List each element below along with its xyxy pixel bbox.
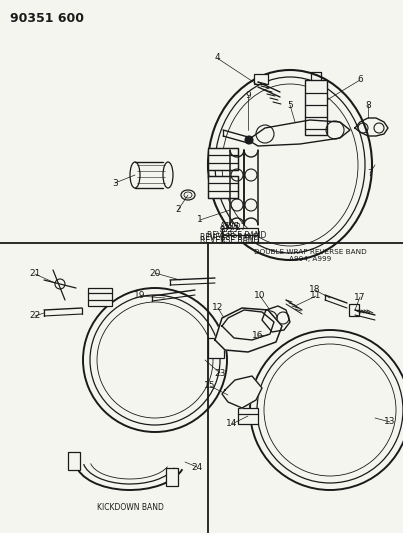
Text: 19: 19 (134, 292, 146, 301)
Polygon shape (222, 310, 274, 340)
Text: 20: 20 (150, 269, 161, 278)
Text: A727
REVERSE BAND: A727 REVERSE BAND (200, 225, 260, 245)
Text: 5: 5 (287, 101, 293, 109)
Text: 14: 14 (226, 419, 238, 429)
Text: 16: 16 (252, 332, 264, 341)
Text: 6: 6 (357, 76, 363, 85)
Bar (305, 80, 327, 135)
Bar (208, 176, 238, 198)
Text: KICKDOWN BAND: KICKDOWN BAND (97, 504, 164, 513)
Text: 9: 9 (245, 91, 251, 100)
Text: A727: A727 (227, 223, 247, 232)
Text: 10: 10 (254, 292, 266, 301)
Text: 12: 12 (212, 303, 224, 312)
Bar (208, 148, 238, 170)
Bar (222, 228, 258, 242)
Bar (166, 468, 178, 486)
Text: 13: 13 (384, 417, 396, 426)
Text: 21: 21 (29, 270, 41, 279)
Text: A727
REVERSE BAND: A727 REVERSE BAND (200, 222, 260, 241)
Text: 18: 18 (309, 286, 321, 295)
Bar (254, 74, 268, 84)
Text: 7: 7 (367, 168, 373, 177)
Polygon shape (215, 308, 282, 352)
Text: 2: 2 (175, 206, 181, 214)
Text: 1: 1 (197, 215, 203, 224)
Circle shape (245, 136, 253, 144)
Polygon shape (222, 376, 262, 408)
Bar (349, 304, 359, 316)
Text: 24: 24 (191, 463, 203, 472)
Bar (208, 338, 224, 358)
Text: 17: 17 (354, 293, 366, 302)
Text: DOUBLE WRAP REVERSE BAND
A904, A999: DOUBLE WRAP REVERSE BAND A904, A999 (253, 248, 366, 262)
Text: 90351 600: 90351 600 (10, 12, 84, 25)
Circle shape (264, 331, 272, 339)
Text: REVERSE BAND: REVERSE BAND (207, 231, 267, 240)
Bar (68, 452, 80, 470)
Bar (88, 288, 112, 306)
Bar (238, 408, 258, 424)
Text: 11: 11 (310, 292, 322, 301)
Text: 23: 23 (214, 368, 226, 377)
Text: 4: 4 (214, 53, 220, 62)
Text: 15: 15 (204, 382, 216, 391)
Text: 3: 3 (112, 179, 118, 188)
Text: 22: 22 (29, 311, 41, 320)
Text: 8: 8 (365, 101, 371, 109)
